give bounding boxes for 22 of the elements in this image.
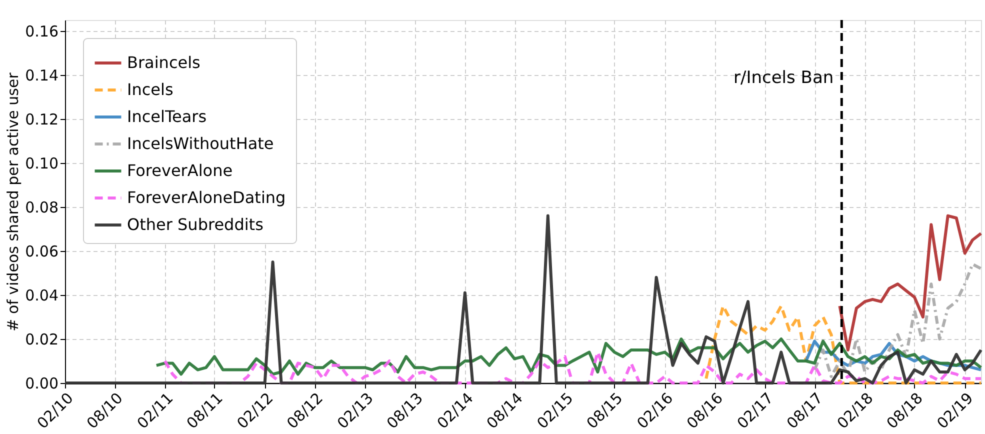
legend-label: IncelTears bbox=[127, 107, 207, 126]
line-series bbox=[704, 304, 982, 384]
line-series bbox=[163, 350, 982, 384]
y-tick-label: 0.14 bbox=[25, 66, 58, 84]
line-series bbox=[838, 214, 982, 352]
legend-label: Incels bbox=[127, 80, 174, 99]
y-tick-label: 0.16 bbox=[25, 22, 58, 40]
legend-label: Braincels bbox=[127, 53, 200, 72]
legend-label: Other Subreddits bbox=[127, 215, 264, 234]
y-tick-label: 0.02 bbox=[25, 330, 58, 348]
legend-label: IncelsWithoutHate bbox=[127, 134, 274, 153]
ref-line-label: r/Incels Ban bbox=[734, 68, 834, 88]
y-tick-label: 0.12 bbox=[25, 110, 58, 128]
y-tick-label: 0.08 bbox=[25, 198, 58, 216]
y-tick-label: 0.06 bbox=[25, 242, 58, 260]
y-tick-label: 0.04 bbox=[25, 286, 58, 304]
y-axis-title: # of videos shared per active user bbox=[4, 72, 22, 332]
legend-label: ForeverAlone bbox=[127, 161, 233, 180]
y-tick-label: 0.00 bbox=[25, 374, 58, 392]
y-tick-label: 0.10 bbox=[25, 154, 58, 172]
legend-label: ForeverAloneDating bbox=[127, 188, 286, 207]
line-series bbox=[813, 262, 982, 378]
